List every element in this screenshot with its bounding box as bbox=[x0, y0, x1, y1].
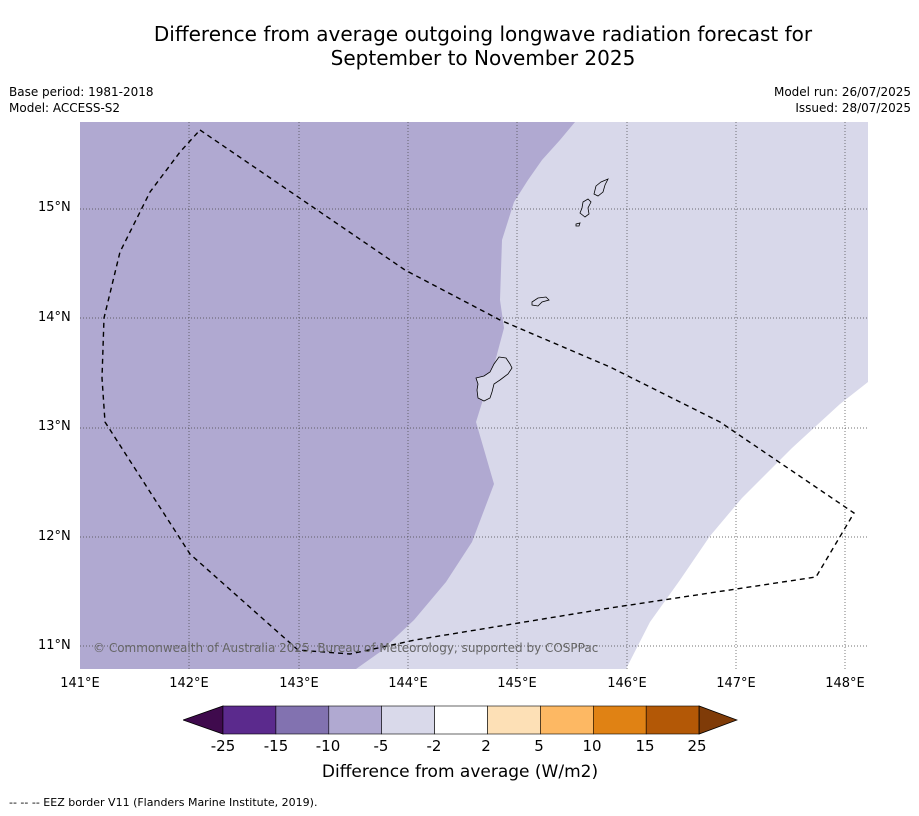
zone-minus5-to-minus10 bbox=[80, 122, 575, 669]
lon-label-146: 146°E bbox=[607, 676, 647, 691]
eez-border bbox=[101, 129, 855, 655]
map-title: Difference from average outgoing longwav… bbox=[60, 22, 906, 70]
cb-tick-minus5: -5 bbox=[373, 737, 389, 755]
colorbar-segment bbox=[381, 705, 435, 735]
cb-tick-minus2: -2 bbox=[426, 737, 442, 755]
lat-label-14: 14°N bbox=[38, 310, 71, 325]
title-line-2: September to November 2025 bbox=[330, 46, 636, 70]
lon-label-148: 148°E bbox=[825, 676, 865, 691]
lon-label-141: 141°E bbox=[60, 676, 100, 691]
colorbar-extend-low bbox=[183, 705, 224, 735]
gridlines bbox=[80, 122, 868, 669]
colorbar-segment bbox=[222, 705, 277, 735]
island-tinian bbox=[579, 198, 592, 218]
cb-tick-10: 10 bbox=[582, 737, 602, 755]
colorbar-segment bbox=[434, 705, 488, 735]
model-run: Model run: 26/07/2025 bbox=[773, 85, 911, 99]
lon-label-142: 142°E bbox=[169, 676, 209, 691]
colorbar-segment bbox=[487, 705, 541, 735]
cb-tick-minus15: -15 bbox=[263, 737, 289, 755]
cb-tick-minus10: -10 bbox=[315, 737, 341, 755]
colorbar-segment bbox=[645, 705, 700, 735]
colorbar-label: Difference from average (W/m2) bbox=[321, 762, 599, 782]
cb-tick-25: 25 bbox=[687, 737, 707, 755]
island-rota bbox=[531, 296, 550, 307]
islands bbox=[475, 178, 609, 402]
island-guam bbox=[475, 356, 513, 402]
meta-left: Base period: 1981-2018 Model: ACCESS-S2 bbox=[9, 84, 154, 116]
lat-label-12: 12°N bbox=[38, 529, 71, 544]
island-aguijan bbox=[575, 222, 581, 227]
lat-label-13: 13°N bbox=[38, 419, 71, 434]
lat-label-15: 15°N bbox=[38, 200, 71, 215]
map-svg bbox=[80, 122, 868, 669]
cb-tick-15: 15 bbox=[635, 737, 655, 755]
meta-right: Model run: 26/07/2025 Issued: 28/07/2025 bbox=[774, 84, 911, 116]
colorbar-segment bbox=[328, 705, 383, 735]
lon-label-147: 147°E bbox=[716, 676, 756, 691]
lon-label-145: 145°E bbox=[497, 676, 537, 691]
cb-tick-minus25: -25 bbox=[210, 737, 236, 755]
map-panel bbox=[80, 122, 868, 669]
model-name: Model: ACCESS-S2 bbox=[9, 101, 121, 115]
title-line-1: Difference from average outgoing longwav… bbox=[153, 22, 813, 46]
base-period: Base period: 1981-2018 bbox=[9, 85, 154, 99]
island-saipan bbox=[593, 178, 609, 197]
colorbar-segment bbox=[540, 705, 594, 735]
lon-label-144: 144°E bbox=[388, 676, 428, 691]
cb-tick-5: 5 bbox=[534, 737, 544, 755]
issued-date: Issued: 28/07/2025 bbox=[795, 101, 911, 115]
colorbar-extend-high bbox=[698, 705, 738, 735]
colorbar-segments bbox=[183, 705, 738, 735]
copyright-credit: © Commonwealth of Australia 2025, Bureau… bbox=[93, 641, 599, 655]
eez-footnote: -- -- -- EEZ border V11 (Flanders Marine… bbox=[9, 796, 318, 809]
colorbar bbox=[183, 705, 738, 735]
lat-label-11: 11°N bbox=[38, 638, 71, 653]
colorbar-segment bbox=[275, 705, 330, 735]
cb-tick-2: 2 bbox=[481, 737, 491, 755]
lon-label-143: 143°E bbox=[279, 676, 319, 691]
colorbar-segment bbox=[592, 705, 647, 735]
